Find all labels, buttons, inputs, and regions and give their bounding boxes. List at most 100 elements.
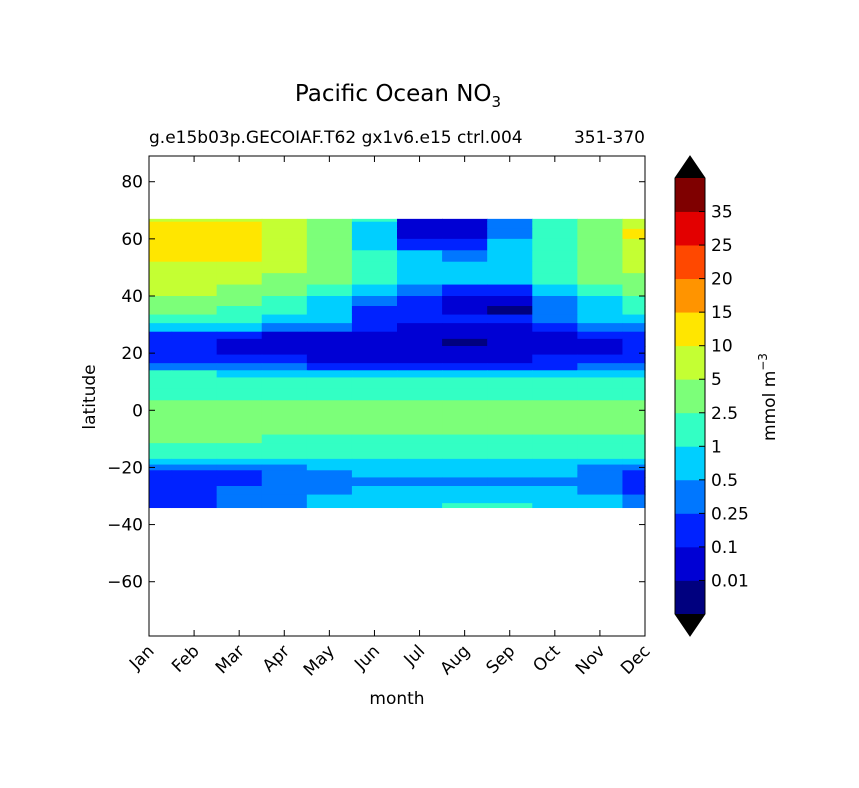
contour-cell <box>171 434 218 444</box>
contour-cell <box>351 470 398 479</box>
contour-cell <box>306 218 353 223</box>
contour-cell <box>261 486 308 496</box>
contour-cell <box>622 296 646 307</box>
contour-cell <box>351 503 398 509</box>
contour-cell <box>487 377 533 390</box>
contour-cell <box>216 400 263 413</box>
contour-cell <box>442 464 488 471</box>
contour-cell <box>532 400 578 413</box>
contour-cell <box>216 451 263 460</box>
contour-cell <box>216 323 263 333</box>
contour-cell <box>306 306 353 316</box>
contour-cell <box>149 503 173 509</box>
contour-cell <box>622 284 646 297</box>
contour-cell <box>577 273 624 286</box>
contour-cell <box>442 443 488 453</box>
contour-cell <box>397 296 443 307</box>
contour-cell <box>306 443 353 453</box>
contour-cell <box>306 261 353 274</box>
contour-cell <box>261 388 308 401</box>
contour-cell <box>149 411 173 426</box>
contour-cell <box>532 370 578 379</box>
contour-cell <box>261 221 308 230</box>
plot-area <box>148 155 646 637</box>
contour-cell <box>487 296 533 307</box>
contour-cell <box>171 477 218 487</box>
contour-cell <box>487 221 533 230</box>
colorbar-tick-label: 15 <box>711 303 733 323</box>
contour-cell <box>532 221 578 230</box>
contour-cell <box>397 354 443 364</box>
contour-cell <box>171 424 218 436</box>
contour-cell <box>149 377 173 390</box>
contour-cell <box>397 228 443 240</box>
contour-cell <box>487 486 533 496</box>
contour-cell <box>149 370 173 379</box>
contour-cell <box>149 238 173 251</box>
contour-cell <box>397 238 443 251</box>
contour-cell <box>216 411 263 426</box>
contour-cell <box>532 218 578 223</box>
contour-cell <box>577 284 624 297</box>
contour-cell <box>532 228 578 240</box>
contour-cell <box>216 377 263 390</box>
contour-cell <box>577 477 624 487</box>
contour-cell <box>442 470 488 479</box>
colorbar-band <box>675 379 705 414</box>
contour-cell <box>171 486 218 496</box>
contour-cell <box>577 400 624 413</box>
contour-cell <box>442 261 488 274</box>
contour-cell <box>622 261 646 274</box>
contour-cell <box>397 338 443 347</box>
contour-cell <box>306 284 353 297</box>
y-tick-label: 60 <box>121 230 143 250</box>
contour-cell <box>351 250 398 263</box>
colorbar-band <box>675 178 705 212</box>
contour-cell <box>577 451 624 460</box>
contour-cell <box>216 346 263 356</box>
contour-cell <box>577 314 624 324</box>
contour-cell <box>351 323 398 333</box>
contour-cell <box>577 306 624 316</box>
contour-cell <box>532 284 578 297</box>
contour-cell <box>397 261 443 274</box>
contour-cell <box>171 250 218 263</box>
contour-cell <box>216 354 263 364</box>
contour-cell <box>487 331 533 340</box>
contour-cell <box>577 338 624 347</box>
contour-cell <box>149 338 173 347</box>
contour-cell <box>442 424 488 436</box>
contour-cell <box>397 218 443 223</box>
contour-cell <box>622 494 646 504</box>
contour-cell <box>216 273 263 286</box>
contour-cell <box>351 486 398 496</box>
contour-cell <box>171 296 218 307</box>
contour-cell <box>532 363 578 371</box>
contour-cell <box>442 250 488 263</box>
contour-cell <box>306 363 353 371</box>
contour-cell <box>171 470 218 479</box>
contour-cell <box>261 306 308 316</box>
contour-cell <box>261 370 308 379</box>
colorbar-band <box>675 312 705 347</box>
contour-cell <box>532 434 578 444</box>
contour-cell <box>577 221 624 230</box>
contour-cell <box>216 306 263 316</box>
contour-cell <box>261 331 308 340</box>
contour-cell <box>306 323 353 333</box>
contour-cell <box>216 503 263 509</box>
contour-cell <box>261 284 308 297</box>
contour-cell <box>397 346 443 356</box>
contour-cell <box>577 424 624 436</box>
contour-cell <box>149 363 173 371</box>
contour-cell <box>577 464 624 471</box>
contour-cell <box>577 434 624 444</box>
contour-cell <box>577 346 624 356</box>
contour-cell <box>351 296 398 307</box>
contour-cell <box>442 338 488 347</box>
contour-cell <box>351 464 398 471</box>
contour-cell <box>306 228 353 240</box>
contour-cell <box>622 486 646 496</box>
colorbar-band <box>675 245 705 280</box>
